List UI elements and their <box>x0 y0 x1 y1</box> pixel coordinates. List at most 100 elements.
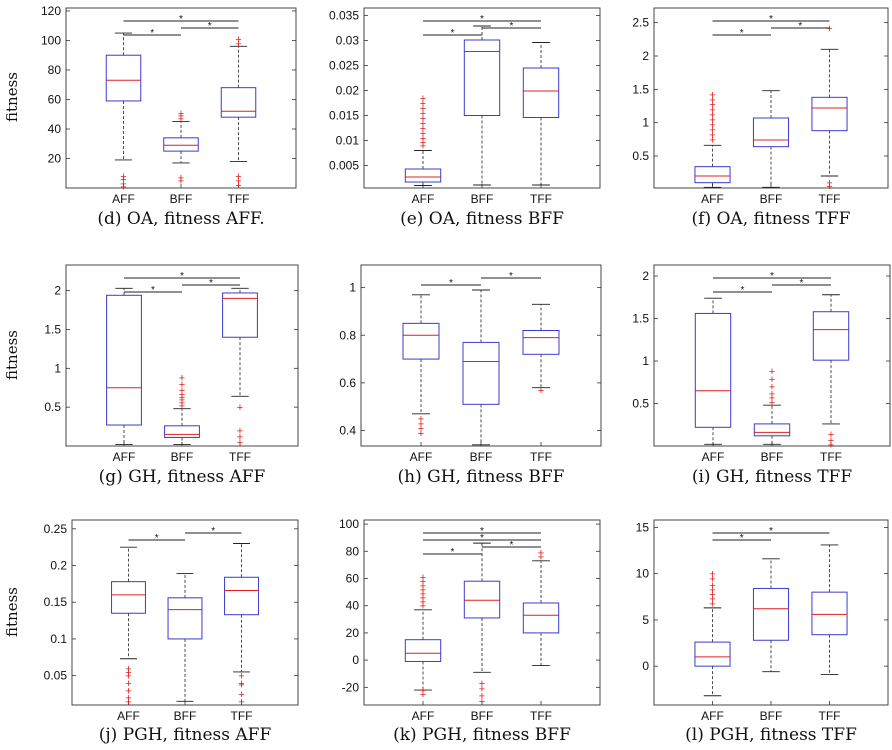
outlier-marker: + <box>538 385 544 397</box>
box-bff <box>167 573 203 702</box>
chart-panel-i: 0.5 1 1.5 2 AFF BFF TFF + + + + + + + + + * * * <box>594 261 892 470</box>
outlier-marker: + <box>828 435 834 447</box>
x-tick-label-aff: AFF <box>701 192 724 206</box>
box-tff <box>522 42 560 186</box>
outlier-marker: + <box>709 90 715 102</box>
y-tick-label: 5 <box>642 613 649 627</box>
outlier-marker: + <box>769 397 775 409</box>
y-tick-label: 0.5 <box>632 397 649 411</box>
outlier-marker: + <box>709 114 715 126</box>
axes-frame <box>653 519 889 706</box>
outlier-marker: + <box>769 382 775 394</box>
outlier-marker: + <box>120 179 126 191</box>
outlier-marker: + <box>420 133 426 145</box>
outlier-marker: + <box>479 684 485 696</box>
y-tick-label: 20 <box>48 151 62 165</box>
chart-panel-j: 0.05 0.1 0.15 0.2 0.25 AFF BFF TFF + + + + + + + + + + + + *… <box>12 516 302 729</box>
significance-star: * <box>741 285 745 296</box>
y-tick-label: 20 <box>346 626 360 640</box>
y-axis-label: fitness <box>3 72 21 122</box>
outlier-marker: + <box>420 113 426 125</box>
y-tick-label: 40 <box>346 599 360 613</box>
caption-e: (e) OA, fitness BFF <box>400 209 564 229</box>
outlier-marker: + <box>237 425 243 437</box>
box-aff: ++++ <box>105 32 142 194</box>
y-tick-label: 80 <box>48 63 62 77</box>
significance-star: * <box>449 278 453 289</box>
iqr-box <box>811 96 848 132</box>
significance-star: * <box>798 21 802 32</box>
y-tick-label: 0.025 <box>329 59 359 73</box>
outlier-marker: + <box>179 392 185 404</box>
outlier-marker: + <box>420 93 426 105</box>
y-tick-label: 0.05 <box>44 669 68 683</box>
outlier-marker: + <box>420 593 426 605</box>
x-tick-label-aff: AFF <box>701 709 724 723</box>
iqr-box <box>752 117 790 148</box>
outlier-marker: + <box>178 173 184 185</box>
outlier-marker: + <box>479 696 485 708</box>
iqr-box <box>402 322 440 360</box>
iqr-box <box>694 166 731 184</box>
significance-star: * <box>480 526 484 537</box>
iqr-box <box>164 425 200 438</box>
box-aff: ++++++++++ <box>404 572 442 701</box>
x-tick-label-bff: BFF <box>171 450 194 464</box>
outlier-marker: + <box>709 569 715 581</box>
iqr-box <box>753 423 791 437</box>
y-tick-label: 1.5 <box>632 82 649 96</box>
y-tick-label: 2.5 <box>632 16 649 30</box>
outlier-marker: + <box>238 678 244 690</box>
x-tick-label-tff: TFF <box>228 192 250 206</box>
y-tick-label: 0.1 <box>50 632 67 646</box>
outlier-marker: + <box>420 108 426 120</box>
outlier-marker: + <box>235 171 241 183</box>
outlier-marker: + <box>479 690 485 702</box>
x-tick-label-aff: AFF <box>412 709 435 723</box>
y-tick-label: 1 <box>349 281 356 295</box>
x-tick-label-tff: TFF <box>819 192 841 206</box>
outlier-marker: + <box>120 182 126 194</box>
box-tff: +++++ <box>220 34 257 192</box>
outlier-marker: + <box>237 402 243 414</box>
iqr-box <box>462 341 500 405</box>
caption-h: (h) GH, fitness BFF <box>397 467 565 487</box>
iqr-box <box>220 87 257 118</box>
outlier-marker: + <box>420 685 426 697</box>
outlier-marker: + <box>420 103 426 115</box>
outlier-marker: + <box>420 601 426 613</box>
y-tick-label: 100 <box>41 33 61 47</box>
outlier-marker: + <box>179 373 185 385</box>
outlier-marker: + <box>769 393 775 405</box>
outlier-marker: + <box>709 589 715 601</box>
significance-star: * <box>480 14 484 25</box>
outlier-marker: + <box>709 110 715 122</box>
iqr-box <box>404 639 442 662</box>
y-tick-label: 2 <box>642 269 649 283</box>
axes-frame <box>71 519 299 706</box>
box-aff: +++++++++++ <box>404 93 442 186</box>
caption-g: (g) GH, fitness AFF <box>98 467 266 487</box>
box-bff: ++++++ <box>753 366 791 445</box>
iqr-box <box>224 576 259 616</box>
x-tick-label-bff: BFF <box>470 450 493 464</box>
y-tick-label: 1.5 <box>44 322 61 336</box>
outlier-marker: + <box>418 418 424 430</box>
box-bff: ++++++++ <box>164 373 200 445</box>
significance-star: * <box>179 14 183 25</box>
outlier-marker: + <box>235 176 241 188</box>
x-tick-label-bff: BFF <box>760 709 783 723</box>
iqr-box <box>522 67 560 118</box>
outlier-marker: + <box>420 584 426 596</box>
y-tick-label: 0.5 <box>632 149 649 163</box>
outlier-marker: + <box>709 134 715 146</box>
y-tick-label: 0.5 <box>44 400 61 414</box>
iqr-box <box>811 591 848 636</box>
significance-star: * <box>155 533 159 544</box>
box-tff: ++ <box>522 548 560 667</box>
